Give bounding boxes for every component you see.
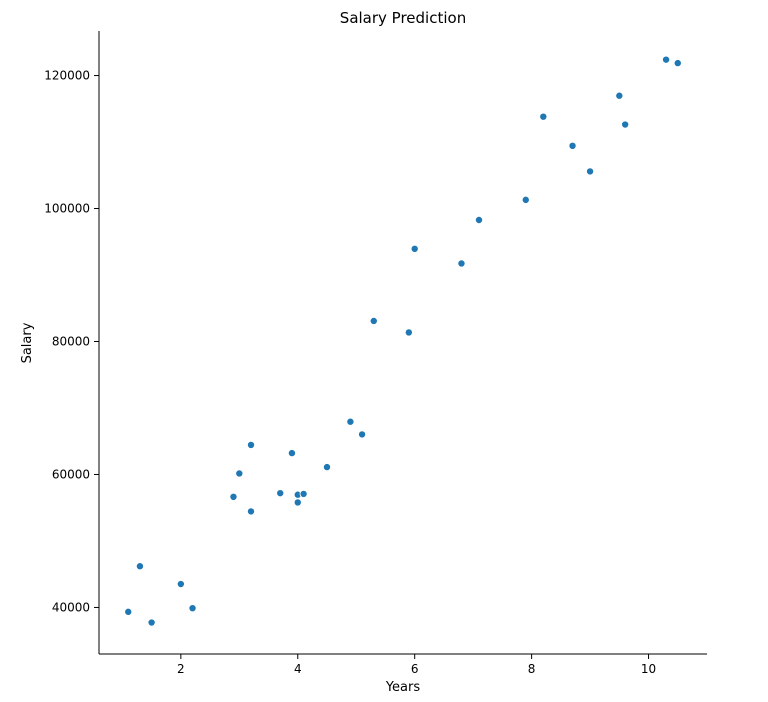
data-point (124, 607, 133, 616)
x-tick-label: 2 (177, 662, 185, 676)
data-point (293, 498, 302, 507)
data-point (287, 449, 296, 458)
y-tick-label: 120000 (44, 69, 90, 83)
x-tick-label: 10 (641, 662, 656, 676)
data-point (404, 328, 413, 337)
data-point (621, 120, 630, 129)
data-point (673, 59, 682, 68)
data-point (276, 489, 285, 498)
y-tick-label: 100000 (44, 202, 90, 216)
axes (98, 31, 707, 655)
data-point (147, 618, 156, 627)
x-tick-label: 8 (528, 662, 536, 676)
data-point (539, 112, 548, 121)
y-tick-label: 80000 (52, 335, 90, 349)
data-point (586, 167, 595, 176)
data-point (135, 562, 144, 571)
data-point (358, 430, 367, 439)
data-point (229, 492, 238, 501)
x-tick-label: 4 (294, 662, 302, 676)
data-point (299, 489, 308, 498)
data-point (246, 507, 255, 516)
data-point (369, 316, 378, 325)
y-axis-label: Salary (20, 322, 35, 363)
data-point (410, 244, 419, 253)
data-point (322, 463, 331, 472)
x-axis-label: Years (385, 680, 421, 695)
data-point (615, 91, 624, 100)
y-ticks: 40000 60000 80000 100000 120000 (44, 69, 99, 614)
data-point (457, 259, 466, 268)
data-point (568, 141, 577, 150)
data-point (346, 417, 355, 426)
data-point (521, 195, 530, 204)
data-point (246, 440, 255, 449)
y-tick-label: 60000 (52, 467, 90, 481)
chart-title: Salary Prediction (340, 9, 466, 27)
x-tick-label: 6 (411, 662, 419, 676)
data-point (662, 55, 671, 64)
data-point (188, 604, 197, 613)
data-point (235, 469, 244, 478)
x-ticks: 2 4 6 8 10 (177, 654, 656, 676)
data-point (474, 216, 483, 225)
data-point (176, 580, 185, 589)
y-tick-label: 40000 (52, 600, 90, 614)
data-points (124, 55, 682, 627)
